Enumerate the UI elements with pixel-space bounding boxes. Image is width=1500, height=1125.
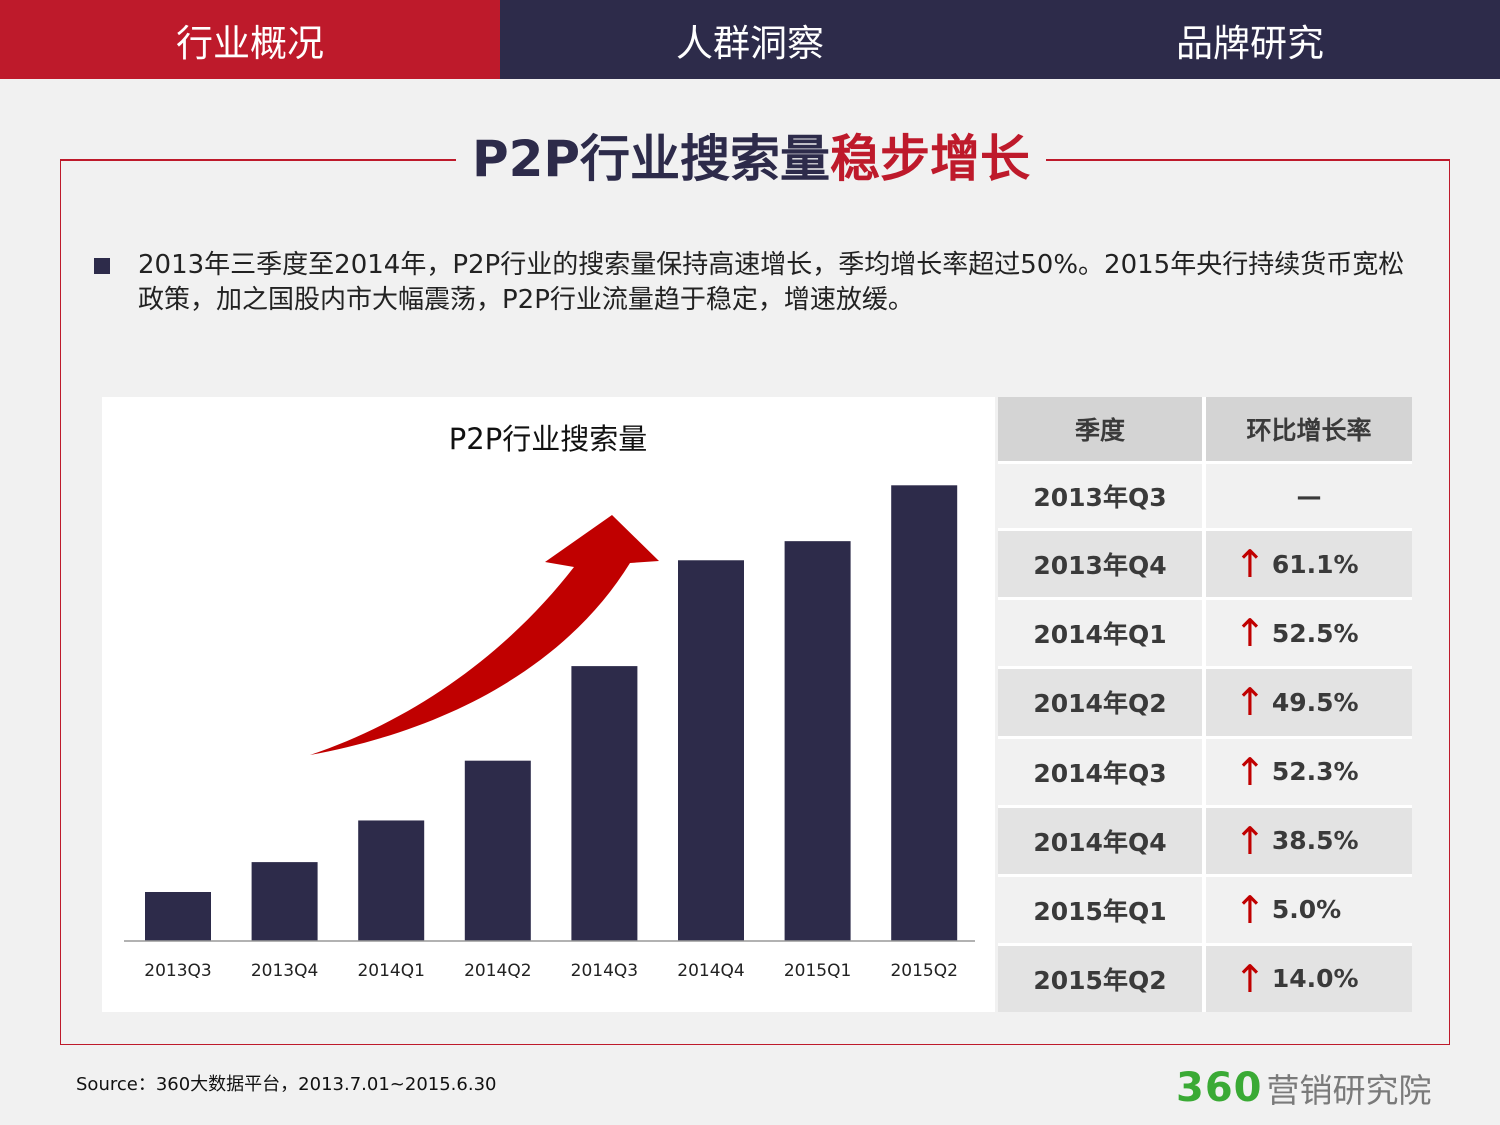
frame-top-right-line <box>1046 159 1450 161</box>
bar-2014Q3 <box>571 666 638 941</box>
page-title: P2P行业搜索量稳步增长 <box>456 126 1046 192</box>
top-tab-bar: 行业概况 人群洞察 品牌研究 <box>0 0 1500 79</box>
arrow-up-icon: ↑ <box>1234 956 1266 1001</box>
rate-value: — <box>1296 481 1322 511</box>
table-cell-rate: ↑ 5.0% <box>1206 876 1412 943</box>
rate-value: 49.5% <box>1271 687 1359 717</box>
arrow-up-icon: ↑ <box>1234 887 1266 932</box>
bar-chart: P2P行业搜索量 2013Q3 2013Q4 2014Q1 2014Q2 2014Q3 20… <box>124 422 975 981</box>
rate-value: 5.0% <box>1271 895 1342 925</box>
arrow-up-icon: ↑ <box>1234 611 1266 656</box>
table-cell-rate: ↑ 14.0% <box>1206 945 1412 1012</box>
bar-2014Q2 <box>464 760 531 941</box>
bar-2014Q4 <box>678 560 744 941</box>
x-tick-label: 2013Q4 <box>251 961 318 981</box>
table-cell-quarter: 2014年Q2 <box>998 669 1202 736</box>
table-cell-rate: — <box>1206 464 1412 529</box>
trend-arrow-icon <box>310 515 659 755</box>
table-cell-quarter: 2014年Q4 <box>998 807 1202 874</box>
rate-value: 14.0% <box>1271 964 1359 994</box>
content-frame <box>60 160 1450 1045</box>
chart-panel: P2P行业搜索量 2013Q3 2013Q4 2014Q1 2014Q2 2014Q3 20… <box>102 397 995 1012</box>
bar-2015Q1 <box>784 541 851 941</box>
page-title-main: P2P行业搜索量 <box>471 130 831 188</box>
table-cell-rate: ↑ 38.5% <box>1206 807 1412 874</box>
logo-text: 营销研究院 <box>1266 1071 1432 1110</box>
source-note: Source：360大数据平台，2013.7.01~2015.6.30 <box>76 1074 497 1095</box>
table-cell-rate: ↑ 61.1% <box>1206 531 1412 598</box>
table-cell-quarter: 2014年Q1 <box>998 600 1202 667</box>
bar-2014Q1 <box>358 820 425 941</box>
growth-rate-table: 季度 环比增长率 2013年Q3—2013年Q4 ↑ 61.1% 2014年Q1 ↑ 52… <box>998 397 1412 1012</box>
arrow-up-icon: ↑ <box>1234 749 1266 794</box>
arrow-up-icon: ↑ <box>1234 680 1266 725</box>
brand-logo: 360 营销研究院 <box>1176 1064 1432 1112</box>
logo-number: 360 <box>1176 1065 1263 1111</box>
summary-bullet-text: 2013年三季度至2014年，P2P行业的搜索量保持高速增长，季均增长率超过50… <box>138 250 1405 315</box>
table-cell-rate: ↑ 49.5% <box>1206 669 1412 736</box>
rate-value: 52.5% <box>1271 618 1359 648</box>
bar-2013Q3 <box>145 892 211 941</box>
rate-value: 52.3% <box>1271 757 1359 787</box>
tab-industry-overview[interactable]: 行业概况 <box>0 0 500 79</box>
tab-audience-insight[interactable]: 人群洞察 <box>500 0 1000 79</box>
chart-title: P2P行业搜索量 <box>449 422 647 456</box>
rate-value: 61.1% <box>1271 549 1359 579</box>
x-tick-label: 2015Q1 <box>784 961 851 981</box>
table-cell-quarter: 2013年Q4 <box>998 531 1202 598</box>
page-title-highlight: 稳步增长 <box>830 130 1031 188</box>
bar-2015Q2 <box>891 485 958 941</box>
x-tick-label: 2014Q1 <box>357 961 424 981</box>
x-tick-label: 2015Q2 <box>890 961 957 981</box>
tab-brand-research[interactable]: 品牌研究 <box>1000 0 1500 79</box>
frame-top-left-line <box>60 159 456 161</box>
x-tick-label: 2013Q3 <box>144 961 211 981</box>
arrow-up-icon: ↑ <box>1234 818 1266 863</box>
table-header-rate: 环比增长率 <box>1206 397 1412 462</box>
rate-value: 38.5% <box>1271 826 1359 856</box>
table-cell-quarter: 2014年Q3 <box>998 738 1202 805</box>
table-cell-quarter: 2015年Q2 <box>998 945 1202 1012</box>
table-cell-quarter: 2015年Q1 <box>998 876 1202 943</box>
table-header-quarter: 季度 <box>998 397 1202 462</box>
bullet-square-icon <box>94 258 110 274</box>
bar-2013Q4 <box>251 862 318 941</box>
x-tick-label: 2014Q2 <box>464 961 531 981</box>
table-cell-quarter: 2013年Q3 <box>998 464 1202 529</box>
table-cell-rate: ↑ 52.5% <box>1206 600 1412 667</box>
x-tick-label: 2014Q4 <box>677 961 744 981</box>
table-cell-rate: ↑ 52.3% <box>1206 738 1412 805</box>
x-tick-label: 2014Q3 <box>571 961 638 981</box>
arrow-up-icon: ↑ <box>1234 542 1266 587</box>
